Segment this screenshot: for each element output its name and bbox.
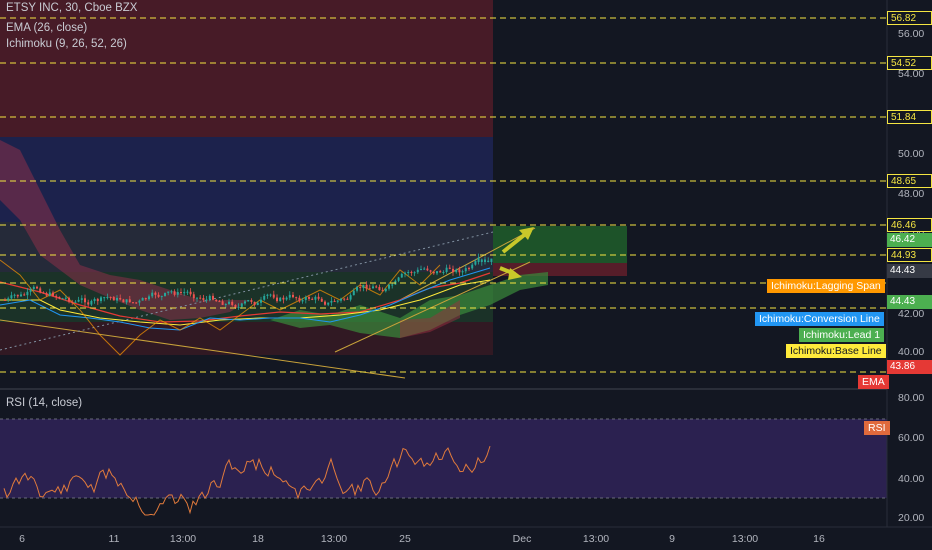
price-tag-ema: 43.86 — [887, 360, 932, 374]
rsi-tag: RSI — [864, 421, 890, 435]
ichimoku-cloud-green — [270, 272, 548, 338]
rsi-axis-label: 60.00 — [898, 432, 925, 444]
ichimoku-legend[interactable]: Ichimoku (9, 26, 52, 26) — [6, 38, 127, 50]
time-axis-label: 13:00 — [731, 533, 759, 545]
zone-grey — [0, 222, 493, 272]
time-axis-label: 9 — [669, 533, 675, 545]
level-tag-4865: 48.65 — [887, 174, 932, 188]
conversion-line — [0, 267, 491, 331]
base-line — [0, 279, 491, 326]
time-axis-label: 13:00 — [320, 533, 348, 545]
conversion-line-label: Ichimoku:Conversion Line — [755, 312, 884, 326]
ema-legend[interactable]: EMA (26, close) — [6, 22, 88, 34]
arrow-right-head — [508, 268, 522, 280]
time-axis-label: 11 — [108, 533, 120, 545]
rsi-line — [3, 445, 491, 516]
level-tag-4646: 46.46 — [887, 218, 932, 232]
price-axis-label: 56.00 — [898, 28, 925, 40]
price-axis-label: 54.00 — [898, 68, 925, 80]
time-axis-label: 25 — [399, 533, 411, 545]
rsi-axis-label: 80.00 — [898, 392, 925, 404]
price-axis-label: 42.00 — [898, 308, 925, 320]
time-axis-label: 18 — [252, 533, 264, 545]
arrow-up-head — [519, 227, 534, 240]
zone-red-top — [0, 0, 493, 137]
downtrend-line — [0, 319, 406, 379]
rsi-axis-label: 40.00 — [898, 473, 925, 485]
time-axis-label: Dec — [512, 533, 532, 545]
lead1-label: Ichimoku:Lead 1 — [799, 328, 885, 342]
time-axis-label: 13:00 — [169, 533, 197, 545]
lagging-span-label: Ichimoku:Lagging Span — [767, 279, 885, 293]
rsi-band — [0, 419, 887, 498]
zone-blue — [0, 137, 493, 222]
target-zone-red — [493, 263, 627, 276]
ichimoku-cloud-red — [0, 140, 250, 320]
level-tag-4443: 44.43 — [887, 264, 932, 278]
level-tag-4493: 44.93 — [887, 248, 932, 262]
time-axis-label: 13:00 — [582, 533, 610, 545]
time-axis-label: 6 — [19, 533, 25, 545]
level-lines — [0, 17, 887, 373]
level-tag-5452: 54.52 — [887, 56, 932, 70]
candlesticks — [4, 253, 493, 310]
uptrend-channel-upper — [399, 227, 536, 301]
level-tag-5184: 51.84 — [887, 110, 932, 124]
price-tag-lead1-4443: 44.43 — [887, 295, 932, 309]
price-axis-label: 48.00 — [898, 188, 925, 200]
price-axis-label: 50.00 — [898, 148, 925, 160]
rsi-legend[interactable]: RSI (14, close) — [6, 397, 83, 409]
rsi-axis-label: 20.00 — [898, 512, 925, 524]
ema-small-tag: EMA — [858, 375, 889, 389]
level-tag-5682: 56.82 — [887, 11, 932, 25]
time-axis-label: 16 — [813, 533, 825, 545]
price-axis-label: 40.00 — [898, 346, 925, 358]
uptrend-channel-lower — [334, 261, 531, 353]
base-line-label: Ichimoku:Base Line — [786, 344, 886, 358]
ichimoku-cloud-red-small — [400, 300, 460, 338]
price-tag-4642: 46.42 — [887, 233, 932, 247]
symbol-title: ETSY INC, 30, Cboe BZX — [6, 2, 138, 14]
